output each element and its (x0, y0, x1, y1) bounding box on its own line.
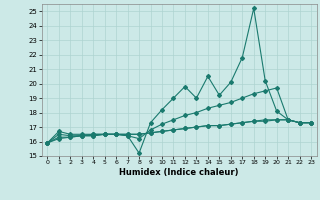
X-axis label: Humidex (Indice chaleur): Humidex (Indice chaleur) (119, 168, 239, 177)
